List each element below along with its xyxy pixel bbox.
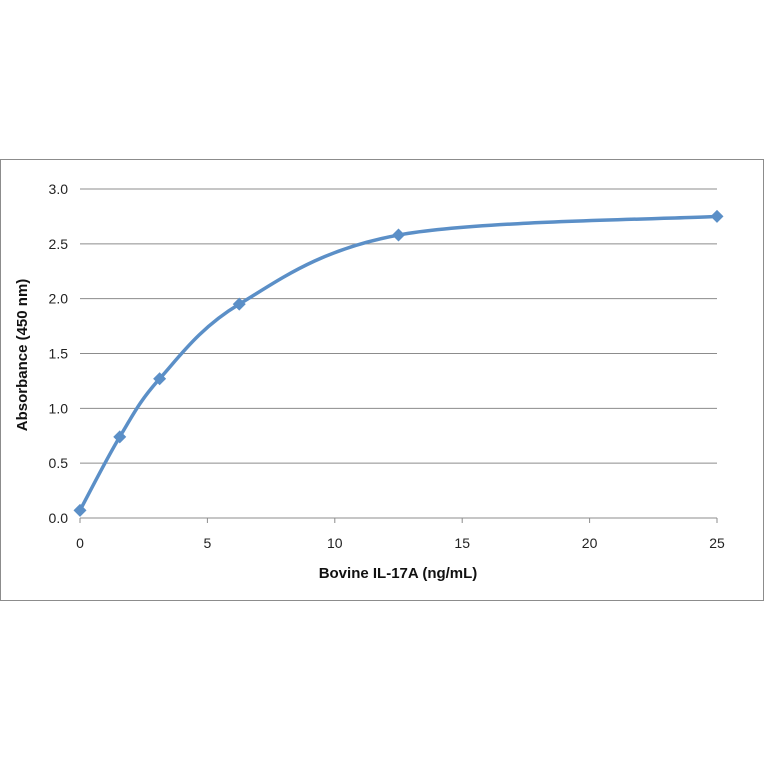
y-axis-title: Absorbance (450 nm) (14, 279, 31, 432)
y-tick-label: 0.0 (49, 510, 69, 526)
data-point-5 (710, 209, 724, 223)
x-tick-label: 10 (327, 535, 343, 551)
x-tick-label: 0 (76, 535, 84, 551)
y-tick-label: 1.5 (49, 346, 69, 362)
x-tick-label: 15 (454, 535, 470, 551)
chart-border (0, 159, 764, 601)
x-tick-label: 25 (709, 535, 725, 551)
data-point-1 (113, 430, 127, 444)
data-point-0 (73, 503, 87, 517)
x-tick-label: 5 (204, 535, 212, 551)
x-axis-tick-labels: 0 5 10 15 20 25 (76, 535, 725, 551)
x-tick-label: 20 (582, 535, 598, 551)
y-tick-label: 0.5 (49, 455, 69, 471)
data-point-3 (232, 297, 246, 311)
x-axis-title: Bovine IL-17A (ng/mL) (319, 565, 478, 582)
y-tick-label: 2.0 (49, 291, 69, 307)
y-tick-label: 3.0 (49, 181, 69, 197)
y-tick-label: 1.0 (49, 400, 69, 416)
series-markers (73, 209, 724, 517)
data-point-4 (392, 228, 405, 242)
gridlines (79, 188, 718, 523)
y-axis-tick-labels: 0.0 0.5 1.0 1.5 2.0 2.5 3.0 (49, 181, 69, 526)
y-tick-label: 2.5 (49, 236, 69, 252)
data-point-2 (153, 372, 167, 386)
